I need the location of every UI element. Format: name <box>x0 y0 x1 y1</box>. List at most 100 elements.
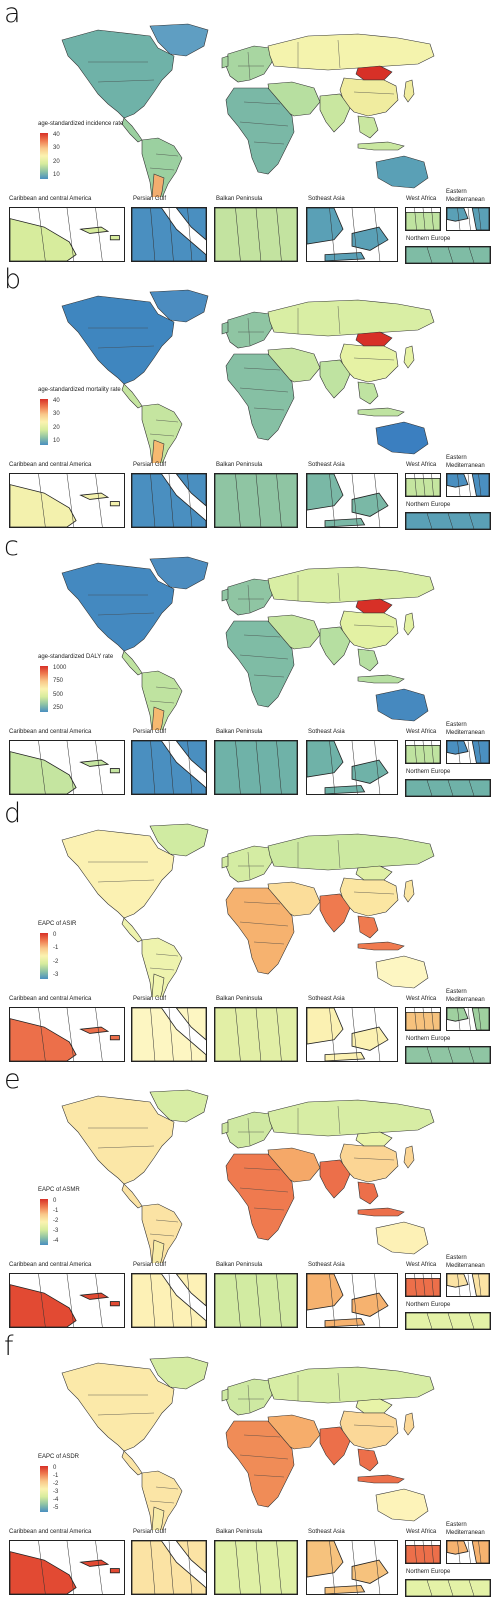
region-mongolia <box>355 331 393 347</box>
inset-region <box>10 1552 76 1594</box>
inset-region <box>352 1027 388 1050</box>
region-russia <box>267 1099 435 1137</box>
region-japan <box>403 79 415 103</box>
inset-border <box>67 1274 74 1327</box>
inset-land <box>406 780 490 796</box>
inset-title-east-med: Eastern Mediterranean <box>446 1522 485 1536</box>
region-oceania <box>375 955 429 989</box>
legend-tick-label: 40 <box>53 398 60 404</box>
inset-land <box>406 1313 490 1329</box>
inset-border <box>432 741 434 763</box>
inset-border <box>256 208 261 261</box>
legend-title: EAPC of ASDR <box>38 1454 80 1460</box>
inset-border <box>427 1580 432 1596</box>
region-indonesia <box>357 141 405 151</box>
region-argentina-chile <box>151 1506 165 1530</box>
inset-border <box>352 1274 357 1327</box>
inset-border <box>432 1008 434 1030</box>
country-border <box>239 1454 289 1460</box>
inset-map-balkan <box>214 740 298 795</box>
region-japan <box>403 879 415 903</box>
inset-border <box>469 1580 474 1596</box>
inset-border <box>39 208 46 261</box>
inset-land <box>406 1047 490 1063</box>
region-uk <box>221 321 229 335</box>
inset-region <box>176 1008 206 1040</box>
map-panel: a age-standardized incidence rate 40 30 20 10… <box>0 0 498 266</box>
inset-border <box>468 1274 471 1296</box>
region-indonesia <box>357 941 405 951</box>
inset-border <box>479 1008 482 1030</box>
inset-border <box>458 1541 461 1563</box>
inset-region <box>472 474 489 496</box>
inset-region <box>325 1586 365 1594</box>
world-map <box>61 23 435 197</box>
legend-tick-label: 20 <box>53 424 60 431</box>
inset-title-balkan: Balkan Peninsula <box>216 729 263 735</box>
legend-tick-label: 0 <box>53 1465 57 1471</box>
inset-land <box>10 741 124 794</box>
legend-title: age-standardized mortality rate <box>38 387 121 393</box>
inset-map-se-asia <box>306 207 398 262</box>
inset-map-north-europe <box>405 512 491 530</box>
inset-border <box>448 1047 453 1063</box>
inset-border <box>479 1274 482 1296</box>
inset-border <box>468 208 471 230</box>
inset-border <box>375 474 380 527</box>
inset-land <box>307 1541 397 1594</box>
country-border <box>155 953 179 957</box>
inset-border <box>469 513 474 529</box>
region-north-america <box>61 829 175 919</box>
inset-region <box>110 769 119 773</box>
region-mongolia <box>355 865 393 881</box>
region-mongolia <box>355 1398 393 1414</box>
country-border <box>149 967 175 971</box>
inset-region <box>307 1274 343 1310</box>
country-border <box>239 654 289 660</box>
inset-map-east-med <box>446 473 490 497</box>
inset-border <box>330 1274 335 1327</box>
country-border <box>97 1412 155 1416</box>
inset-region <box>307 741 343 777</box>
legend-color-bar <box>40 1466 48 1512</box>
inset-region <box>132 474 206 527</box>
inset-region <box>406 1278 440 1296</box>
inset-land <box>307 474 397 527</box>
inset-region <box>472 1274 489 1296</box>
inset-land <box>447 474 489 496</box>
legend-tick-label: 0 <box>53 1198 57 1204</box>
inset-title-persian-gulf: Persian Gulf <box>133 462 167 468</box>
region-south-america <box>141 670 183 730</box>
inset-region <box>406 1545 440 1563</box>
inset-border <box>67 1541 74 1594</box>
inset-border <box>458 208 461 230</box>
inset-map-balkan <box>214 207 298 262</box>
country-border <box>243 1434 281 1438</box>
region-south-asia <box>319 626 351 666</box>
inset-border <box>468 474 471 496</box>
color-legend: EAPC of ASMR 0 -1 -2 -3 -4 <box>38 1187 138 1257</box>
inset-land <box>215 208 297 261</box>
inset-map-se-asia <box>306 1007 398 1062</box>
inset-border <box>188 474 192 527</box>
region-south-asia <box>319 93 351 133</box>
legend-color-bar <box>40 133 48 179</box>
inset-border <box>151 1274 155 1327</box>
inset-map-west-africa <box>405 473 441 497</box>
inset-region <box>215 1274 297 1327</box>
inset-border <box>277 1541 282 1594</box>
inset-region <box>447 1541 468 1554</box>
legend-color-bar <box>40 399 48 445</box>
inset-map-west-africa <box>405 740 441 764</box>
country-border <box>155 419 179 423</box>
legend-tick-label: -5 <box>53 1505 59 1511</box>
map-panel: f EAPC of ASDR 0 -1 -2 -3 -4 -5 Caribbean and ce… <box>0 1331 498 1599</box>
inset-region <box>132 208 206 261</box>
legend-tick-label: -1 <box>53 945 59 952</box>
legend-title: EAPC of ASIR <box>38 921 77 927</box>
inset-region <box>132 1274 206 1327</box>
inset-border <box>448 1313 453 1329</box>
region-oceania <box>375 1221 429 1255</box>
legend-tick-label: 1000 <box>53 665 67 671</box>
inset-border <box>352 208 357 261</box>
